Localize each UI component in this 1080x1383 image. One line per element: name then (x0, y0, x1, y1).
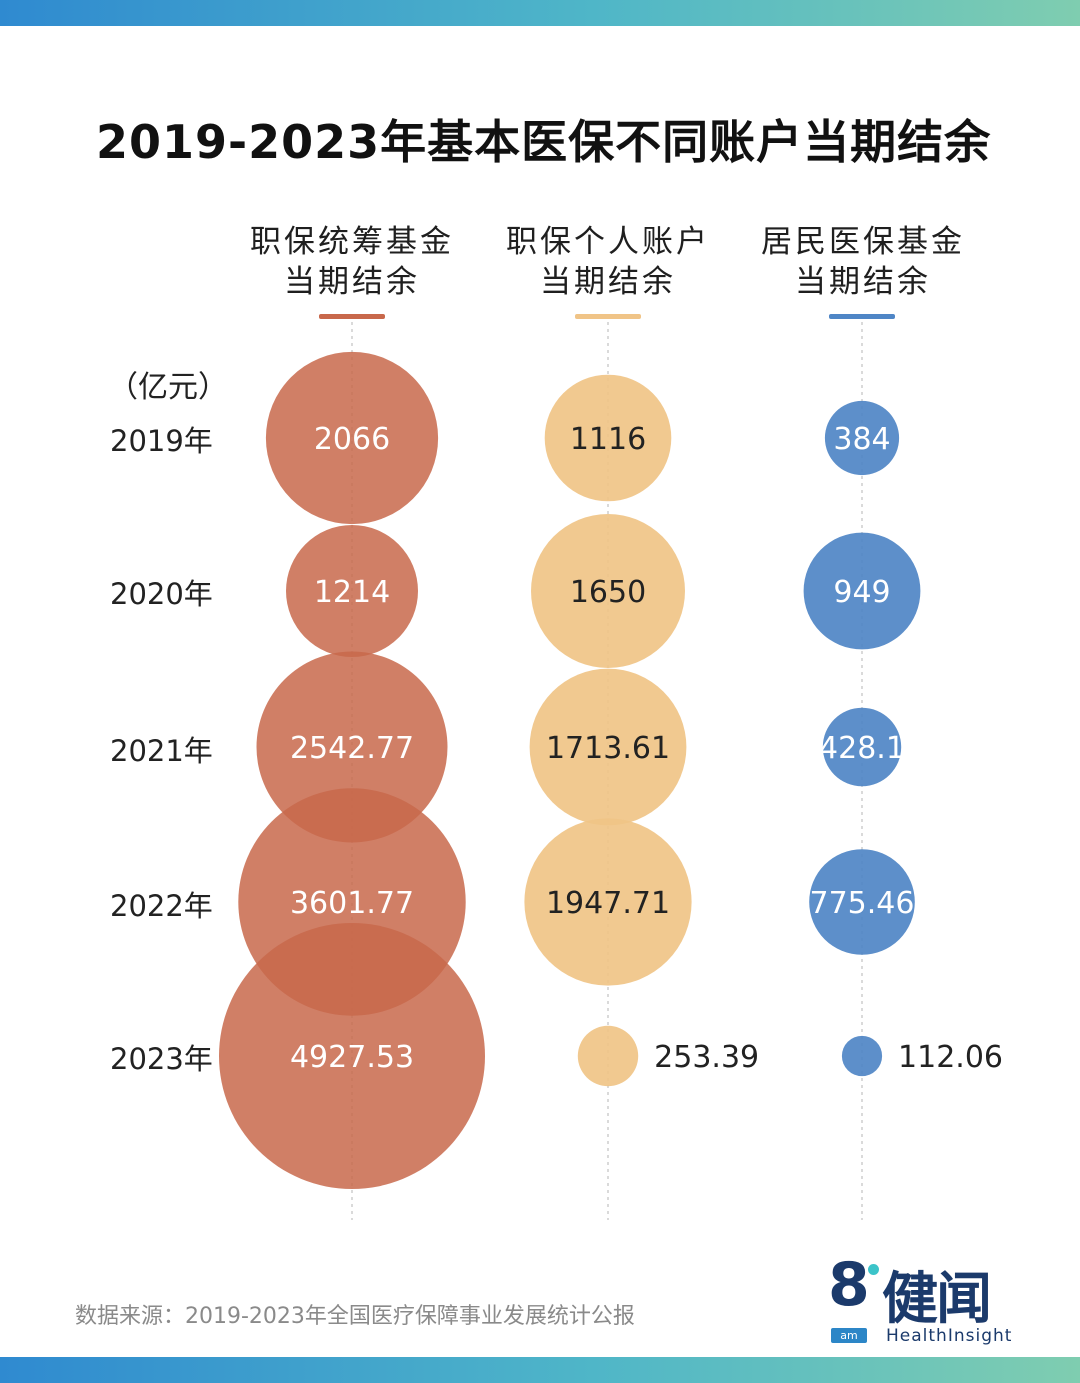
logo-number: 8 (828, 1250, 870, 1320)
bubble-series-2-2023年 (577, 1025, 639, 1087)
bubble-series-2-2022年 (524, 818, 692, 986)
column-header-2: 职保个人账户 当期结余 (488, 222, 728, 302)
column-header-2-line2: 当期结余 (540, 264, 676, 300)
logo-english-name: HealthInsight (886, 1326, 1013, 1346)
data-label-series-3-2020年: 949 (833, 575, 890, 610)
data-label-series-2-2022年: 1947.71 (546, 886, 670, 921)
data-source-note: 数据来源：2019-2023年全国医疗保障事业发展统计公报 (75, 1304, 635, 1329)
year-label-2022: 2022年 (110, 889, 213, 923)
top-gradient-band (0, 0, 1080, 26)
bubble-series-3-2021年 (822, 707, 902, 787)
data-label-series-2-2019年: 1116 (570, 422, 646, 457)
column-header-1-line1: 职保统筹基金 (250, 224, 454, 260)
bubble-series-3-2023年 (841, 1035, 883, 1077)
data-label-series-1-2020年: 1214 (314, 575, 390, 610)
year-label-2019: 2019年 (110, 424, 213, 458)
bubble-series-2-2021年 (529, 668, 687, 826)
bubble-series-1-2020年 (286, 525, 418, 657)
unit-label: （亿元） (108, 370, 228, 405)
healthinsight-logo: 8 健闻 am HealthInsight (828, 1250, 1018, 1348)
data-label-series-2-2020年: 1650 (570, 575, 646, 610)
year-label-2021: 2021年 (110, 734, 213, 768)
logo-dot-icon (868, 1264, 879, 1275)
bottom-gradient-band (0, 1357, 1080, 1383)
bubble-series-1-2023年 (219, 923, 485, 1189)
column-header-3: 居民医保基金 当期结余 (743, 222, 983, 302)
column-header-1-line2: 当期结余 (284, 264, 420, 300)
bubble-series-2-2020年 (531, 514, 685, 668)
column-2-color-bar (575, 314, 641, 319)
logo-am-badge: am (831, 1328, 867, 1343)
data-label-series-3-2019年: 384 (833, 422, 890, 457)
chart-title: 2019-2023年基本医保不同账户当期结余 (96, 115, 992, 169)
column-header-3-line2: 当期结余 (795, 264, 931, 300)
logo-chinese-name: 健闻 (882, 1267, 992, 1332)
data-label-series-1-2019年: 2066 (314, 422, 390, 457)
bubble-series-1-2019年 (265, 351, 439, 525)
column-3-color-bar (829, 314, 895, 319)
data-label-series-1-2023年: 4927.53 (290, 1040, 414, 1075)
column-1-color-bar (319, 314, 385, 319)
column-header-1: 职保统筹基金 当期结余 (232, 222, 472, 302)
data-label-series-1-2022年: 3601.77 (290, 886, 414, 921)
bubble-series-3-2019年 (824, 400, 900, 476)
bubble-series-3-2022年 (809, 849, 915, 955)
data-label-series-1-2021年: 2542.77 (290, 731, 414, 766)
data-label-series-2-2023年: 253.39 (654, 1040, 759, 1075)
data-label-series-3-2022年: 775.46 (810, 886, 915, 921)
bubble-series-2-2019年 (544, 374, 672, 502)
year-label-2023: 2023年 (110, 1042, 213, 1076)
column-header-3-line1: 居民医保基金 (761, 224, 965, 260)
bubble-series-3-2020年 (803, 532, 921, 650)
data-label-series-2-2021年: 1713.61 (546, 731, 670, 766)
column-header-2-line1: 职保个人账户 (506, 224, 710, 260)
data-label-series-3-2023年: 112.06 (898, 1040, 1003, 1075)
data-label-series-3-2021年: 428.1 (819, 731, 905, 766)
bubble-series-1-2021年 (256, 651, 448, 843)
year-label-2020: 2020年 (110, 577, 213, 611)
